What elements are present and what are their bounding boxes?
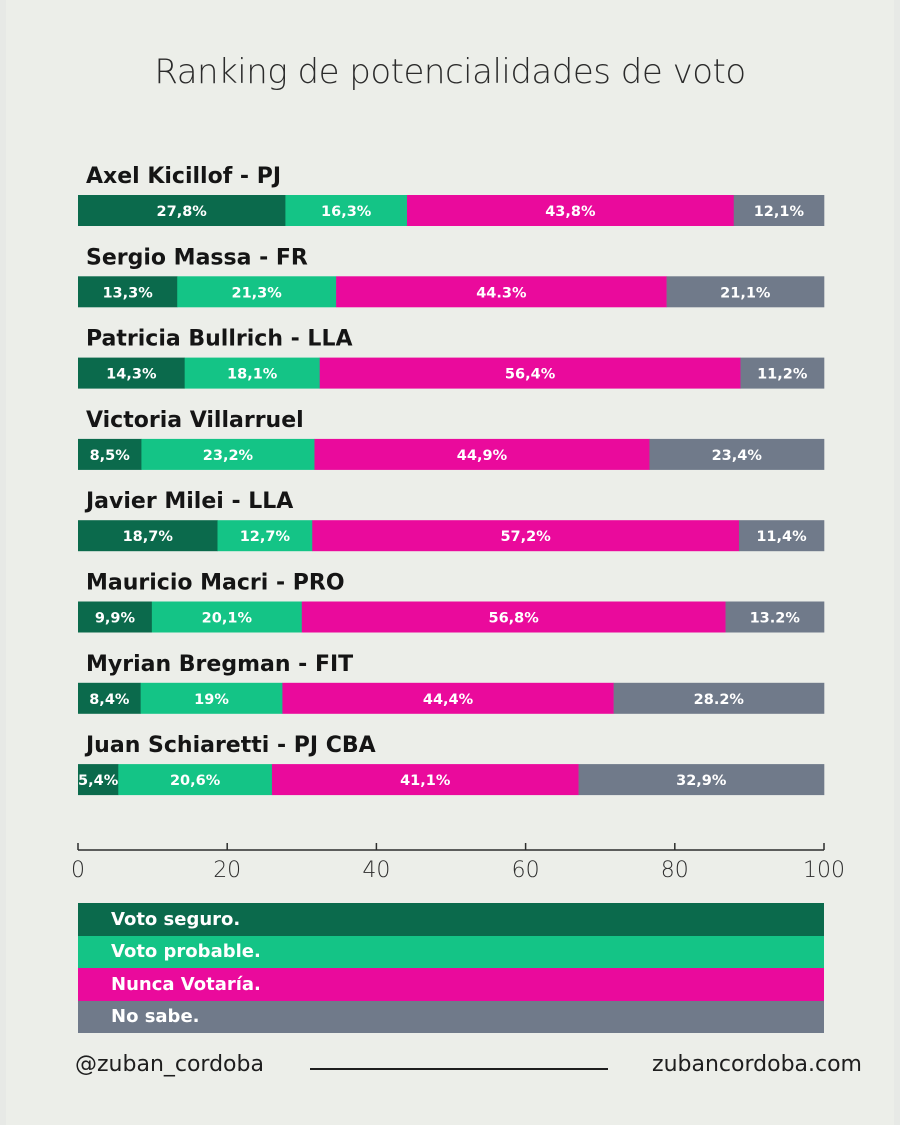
bar-probable-juan-schiaretti-pj-cba	[118, 764, 273, 796]
data-label-seguro-juan-schiaretti-pj-cba: 5,4%	[78, 773, 119, 789]
data-label-probable-sergio-massa-fr: 21,3%	[232, 285, 283, 301]
stacked-bar-chart: Axel Kicillof - PJ 27,8% 16,3% 43,8% 12,1% Se…	[71, 164, 845, 883]
bar-nosabe-juan-schiaretti-pj-cba	[578, 764, 825, 796]
bar-seguro-axel-kicillof-pj	[78, 195, 286, 226]
bar-probable-sergio-massa-fr	[177, 276, 337, 308]
data-label-nosabe-juan-schiaretti-pj-cba: 32,9%	[676, 773, 727, 789]
bar-nunca-victoria-villarruel	[314, 438, 650, 470]
data-label-nunca-juan-schiaretti-pj-cba: 41,1%	[400, 773, 451, 789]
bar-nosabe-javier-milei-lla	[738, 520, 825, 552]
bar-probable-axel-kicillof-pj	[285, 195, 408, 226]
bar-seguro-juan-schiaretti-pj-cba	[78, 764, 119, 796]
bar-seguro-mauricio-macri-pro	[78, 601, 153, 633]
x-tick-label-20: 20	[213, 858, 241, 883]
bar-nunca-juan-schiaretti-pj-cba	[271, 764, 579, 796]
data-label-nosabe-victoria-villarruel: 23,4%	[712, 448, 763, 464]
bar-nunca-mauricio-macri-pro	[301, 601, 726, 633]
data-label-nunca-victoria-villarruel: 44,9%	[457, 448, 508, 464]
bar-nunca-sergio-massa-fr	[336, 276, 667, 308]
legend-item-no-sabe: No sabe.	[78, 1000, 824, 1033]
chart-title: Ranking de potencialidades de voto	[154, 52, 746, 92]
footer-website: zubancordoba.com	[652, 1052, 862, 1077]
x-tick-label-0: 0	[71, 858, 85, 883]
bar-probable-victoria-villarruel	[141, 438, 315, 470]
data-label-nunca-mauricio-macri-pro: 56,8%	[489, 611, 540, 627]
data-label-seguro-myrian-bregman-fit: 8,4%	[89, 692, 130, 708]
bar-seguro-javier-milei-lla	[78, 520, 218, 552]
data-label-probable-javier-milei-lla: 12,7%	[240, 529, 291, 545]
bar-probable-myrian-bregman-fit	[140, 682, 283, 714]
data-label-nunca-patricia-bullrich-lla: 56,4%	[505, 367, 556, 383]
category-label-javier-milei-lla: Javier Milei - LLA	[84, 489, 293, 514]
data-label-nosabe-axel-kicillof-pj: 12,1%	[754, 204, 805, 220]
bar-nosabe-sergio-massa-fr	[666, 276, 825, 308]
category-label-sergio-massa-fr: Sergio Massa - FR	[86, 245, 308, 270]
category-label-mauricio-macri-pro: Mauricio Macri - PRO	[86, 571, 345, 596]
category-label-myrian-bregman-fit: Myrian Bregman - FIT	[86, 652, 353, 677]
legend-item-voto-seguro: Voto seguro.	[78, 903, 824, 936]
data-label-nosabe-javier-milei-lla: 11,4%	[756, 529, 807, 545]
bar-probable-javier-milei-lla	[217, 520, 313, 552]
data-label-seguro-victoria-villarruel: 8,5%	[90, 448, 131, 464]
data-label-nunca-javier-milei-lla: 57,2%	[500, 529, 551, 545]
data-label-probable-axel-kicillof-pj: 16,3%	[321, 204, 372, 220]
data-label-probable-patricia-bullrich-lla: 18,1%	[227, 367, 278, 383]
data-label-seguro-sergio-massa-fr: 13,3%	[102, 285, 153, 301]
legend: Voto seguro. Voto probable. Nunca Votarí…	[78, 903, 824, 1033]
category-label-victoria-villarruel: Victoria Villarruel	[86, 408, 304, 433]
legend-item-voto-probable: Voto probable.	[78, 935, 824, 968]
data-label-nosabe-mauricio-macri-pro: 13.2%	[750, 611, 801, 627]
data-label-nunca-axel-kicillof-pj: 43,8%	[545, 204, 596, 220]
bar-nunca-javier-milei-lla	[312, 520, 740, 552]
data-label-probable-mauricio-macri-pro: 20,1%	[202, 611, 253, 627]
category-label-juan-schiaretti-pj-cba: Juan Schiaretti - PJ CBA	[84, 733, 376, 758]
bar-seguro-victoria-villarruel	[78, 438, 142, 470]
data-label-seguro-mauricio-macri-pro: 9,9%	[95, 611, 136, 627]
x-tick-label-60: 60	[512, 858, 540, 883]
data-label-probable-myrian-bregman-fit: 19%	[194, 692, 229, 708]
bar-nunca-myrian-bregman-fit	[282, 682, 614, 714]
bar-nosabe-patricia-bullrich-lla	[740, 357, 825, 389]
data-label-nunca-myrian-bregman-fit: 44,4%	[423, 692, 474, 708]
footer-divider	[310, 1068, 608, 1070]
bar-nunca-axel-kicillof-pj	[406, 195, 735, 226]
category-label-axel-kicillof-pj: Axel Kicillof - PJ	[86, 164, 281, 189]
bar-nosabe-mauricio-macri-pro	[725, 601, 825, 633]
data-label-seguro-axel-kicillof-pj: 27,8%	[157, 204, 208, 220]
data-label-nosabe-myrian-bregman-fit: 28.2%	[694, 692, 745, 708]
bar-nosabe-axel-kicillof-pj	[733, 195, 825, 226]
bar-nunca-patricia-bullrich-lla	[319, 357, 741, 389]
data-label-nosabe-sergio-massa-fr: 21,1%	[720, 285, 771, 301]
data-label-nunca-sergio-massa-fr: 44.3%	[476, 285, 527, 301]
data-label-probable-victoria-villarruel: 23,2%	[203, 448, 254, 464]
bar-probable-mauricio-macri-pro	[151, 601, 303, 633]
x-tick-label-80: 80	[661, 858, 689, 883]
bar-nosabe-myrian-bregman-fit	[613, 682, 825, 714]
data-label-seguro-javier-milei-lla: 18,7%	[123, 529, 174, 545]
data-label-probable-juan-schiaretti-pj-cba: 20,6%	[170, 773, 221, 789]
data-label-seguro-patricia-bullrich-lla: 14,3%	[106, 367, 157, 383]
data-label-nosabe-patricia-bullrich-lla: 11,2%	[757, 367, 808, 383]
bar-probable-patricia-bullrich-lla	[184, 357, 321, 389]
legend-item-nunca-votaria: Nunca Votaría.	[78, 968, 824, 1001]
bar-seguro-sergio-massa-fr	[78, 276, 178, 308]
bar-nosabe-victoria-villarruel	[649, 438, 825, 470]
x-tick-label-40: 40	[362, 858, 390, 883]
footer-handle: @zuban_cordoba	[75, 1052, 264, 1077]
x-tick-label-100: 100	[803, 858, 845, 883]
bar-seguro-myrian-bregman-fit	[78, 682, 141, 714]
category-label-patricia-bullrich-lla: Patricia Bullrich - LLA	[86, 327, 353, 352]
bar-seguro-patricia-bullrich-lla	[78, 357, 185, 389]
